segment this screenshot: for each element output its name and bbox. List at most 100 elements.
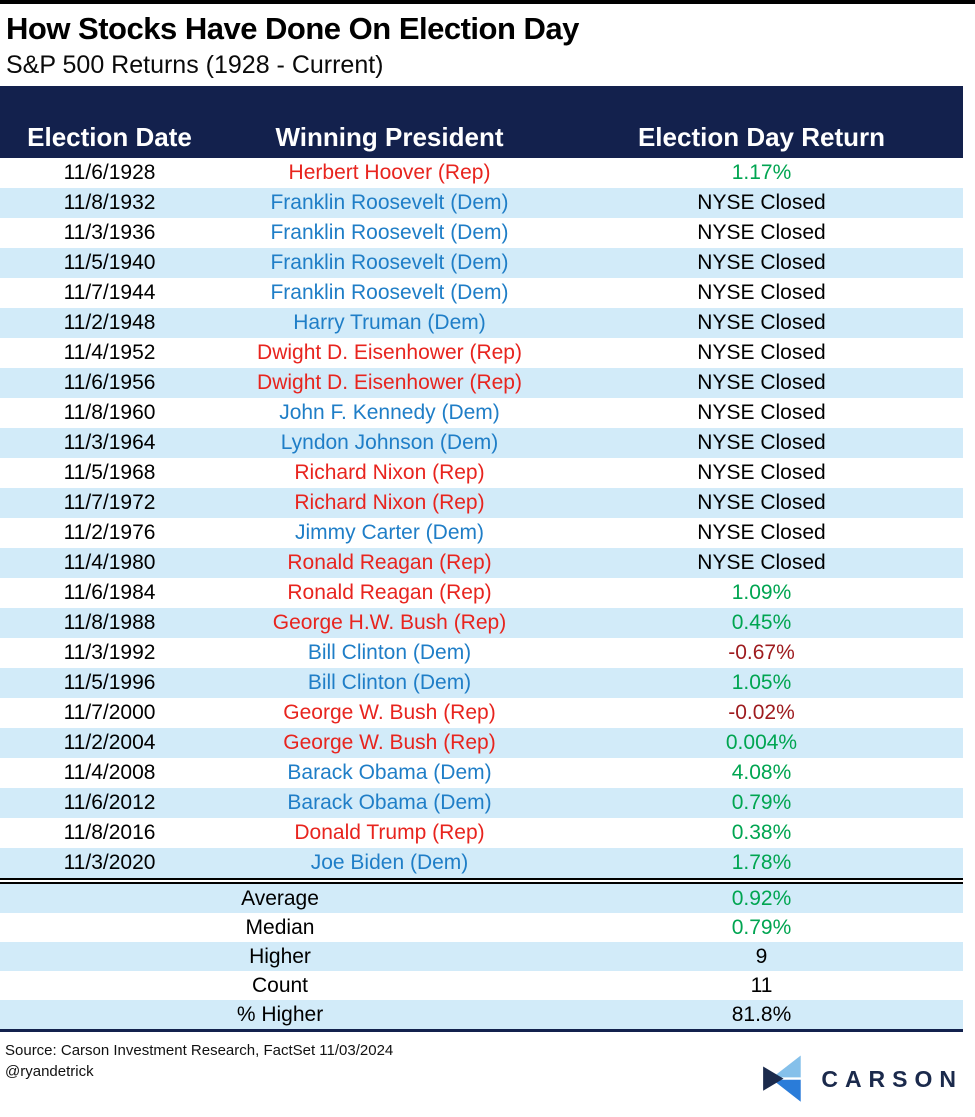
winning-president-cell: Jimmy Carter (Dem) bbox=[295, 521, 484, 544]
election-day-return-cell: NYSE Closed bbox=[697, 521, 826, 544]
election-date-cell: 11/8/1960 bbox=[63, 401, 156, 424]
summary-row: Count 11 bbox=[0, 971, 963, 1000]
election-day-return-cell: NYSE Closed bbox=[697, 341, 826, 364]
top-border-line bbox=[0, 0, 975, 4]
table-row: 11/3/2020 Joe Biden (Dem) 1.78% bbox=[0, 848, 963, 878]
table-row: 11/5/1996 Bill Clinton (Dem) 1.05% bbox=[0, 668, 963, 698]
carson-logo-text: CARSON bbox=[821, 1065, 963, 1092]
winning-president-cell: Richard Nixon (Rep) bbox=[294, 461, 485, 484]
table-body: 11/6/1928 Herbert Hoover (Rep) 1.17% 11/8/1… bbox=[0, 158, 963, 878]
winning-president-cell: Herbert Hoover (Rep) bbox=[288, 161, 491, 184]
election-date-cell: 11/5/1968 bbox=[63, 461, 156, 484]
winning-president-cell: Franklin Roosevelt (Dem) bbox=[270, 191, 509, 214]
election-day-return-cell: NYSE Closed bbox=[697, 371, 826, 394]
election-date-cell: 11/7/1972 bbox=[63, 491, 156, 514]
winning-president-cell: Bill Clinton (Dem) bbox=[307, 641, 472, 664]
table-row: 11/4/1952 Dwight D. Eisenhower (Rep) NYSE … bbox=[0, 338, 963, 368]
winning-president-cell: Franklin Roosevelt (Dem) bbox=[270, 221, 509, 244]
summary-label: Count bbox=[251, 974, 309, 997]
election-day-return-cell: 1.09% bbox=[731, 581, 792, 604]
summary-separator-line bbox=[0, 878, 963, 884]
election-date-cell: 11/6/1984 bbox=[63, 581, 156, 604]
winning-president-cell: Dwight D. Eisenhower (Rep) bbox=[257, 371, 522, 394]
election-date-cell: 11/6/1956 bbox=[63, 371, 156, 394]
table-row: 11/3/1992 Bill Clinton (Dem) -0.67% bbox=[0, 638, 963, 668]
winning-president-cell: Barack Obama (Dem) bbox=[287, 761, 492, 784]
election-day-return-cell: NYSE Closed bbox=[697, 311, 826, 334]
summary-row: Median 0.79% bbox=[0, 913, 963, 942]
summary-label: % Higher bbox=[236, 1003, 324, 1026]
election-date-cell: 11/8/1988 bbox=[63, 611, 156, 634]
election-date-cell: 11/3/1964 bbox=[63, 431, 156, 454]
winning-president-cell: Donald Trump (Rep) bbox=[294, 821, 485, 844]
election-date-cell: 11/7/1944 bbox=[63, 281, 156, 304]
election-date-cell: 11/5/1996 bbox=[63, 671, 156, 694]
winning-president-cell: Franklin Roosevelt (Dem) bbox=[270, 251, 509, 274]
page-subtitle: S&P 500 Returns (1928 - Current) bbox=[6, 51, 384, 79]
election-date-cell: 11/2/1976 bbox=[63, 521, 156, 544]
summary-label: Average bbox=[241, 887, 319, 910]
election-date-cell: 11/4/1980 bbox=[63, 551, 156, 574]
election-day-return-cell: NYSE Closed bbox=[697, 251, 826, 274]
election-day-return-cell: -0.02% bbox=[728, 701, 795, 724]
summary-row: % Higher 81.8% bbox=[0, 1000, 963, 1029]
winning-president-cell: Harry Truman (Dem) bbox=[293, 311, 486, 334]
election-date-cell: 11/8/1932 bbox=[63, 191, 156, 214]
election-date-cell: 11/4/2008 bbox=[63, 761, 156, 784]
election-day-return-cell: -0.67% bbox=[728, 641, 795, 664]
election-date-cell: 11/5/1940 bbox=[63, 251, 156, 274]
election-day-return-cell: NYSE Closed bbox=[697, 281, 826, 304]
winning-president-cell: George W. Bush (Rep) bbox=[283, 731, 496, 754]
winning-president-cell: Bill Clinton (Dem) bbox=[307, 671, 472, 694]
election-date-cell: 11/6/2012 bbox=[63, 791, 156, 814]
election-day-return-cell: 0.79% bbox=[731, 791, 792, 814]
table-row: 11/8/2016 Donald Trump (Rep) 0.38% bbox=[0, 818, 963, 848]
winning-president-cell: George H.W. Bush (Rep) bbox=[272, 611, 507, 634]
summary-value: 0.79% bbox=[731, 916, 792, 939]
election-day-return-cell: NYSE Closed bbox=[697, 431, 826, 454]
winning-president-cell: Joe Biden (Dem) bbox=[310, 851, 469, 874]
table-row: 11/3/1964 Lyndon Johnson (Dem) NYSE Closed bbox=[0, 428, 963, 458]
election-day-return-cell: NYSE Closed bbox=[697, 191, 826, 214]
table-row: 11/6/1984 Ronald Reagan (Rep) 1.09% bbox=[0, 578, 963, 608]
election-day-return-cell: 1.05% bbox=[731, 671, 792, 694]
table-row: 11/2/2004 George W. Bush (Rep) 0.004% bbox=[0, 728, 963, 758]
table-row: 11/7/1944 Franklin Roosevelt (Dem) NYSE Cl… bbox=[0, 278, 963, 308]
election-date-cell: 11/3/2020 bbox=[63, 851, 156, 874]
election-day-return-cell: NYSE Closed bbox=[697, 461, 826, 484]
twitter-handle: @ryandetrick bbox=[5, 1063, 94, 1080]
summary-value: 9 bbox=[755, 945, 768, 968]
election-returns-table: Election Date Winning President Election… bbox=[0, 86, 963, 1032]
election-day-return-cell: 0.38% bbox=[731, 821, 792, 844]
table-row: 11/6/1956 Dwight D. Eisenhower (Rep) NYSE … bbox=[0, 368, 963, 398]
election-date-cell: 11/4/1952 bbox=[63, 341, 156, 364]
table-row: 11/7/2000 George W. Bush (Rep) -0.02% bbox=[0, 698, 963, 728]
election-date-cell: 11/3/1936 bbox=[63, 221, 156, 244]
summary-value: 0.92% bbox=[731, 887, 792, 910]
table-row: 11/5/1968 Richard Nixon (Rep) NYSE Closed bbox=[0, 458, 963, 488]
column-header-election-day-return: Election Day Return bbox=[637, 122, 886, 152]
election-date-cell: 11/3/1992 bbox=[63, 641, 156, 664]
winning-president-cell: John F. Kennedy (Dem) bbox=[279, 401, 500, 424]
summary-value: 81.8% bbox=[731, 1003, 792, 1026]
election-date-cell: 11/8/2016 bbox=[63, 821, 156, 844]
winning-president-cell: Barack Obama (Dem) bbox=[287, 791, 492, 814]
winning-president-cell: Ronald Reagan (Rep) bbox=[287, 581, 492, 604]
table-row: 11/6/1928 Herbert Hoover (Rep) 1.17% bbox=[0, 158, 963, 188]
table-row: 11/2/1948 Harry Truman (Dem) NYSE Closed bbox=[0, 308, 963, 338]
table-row: 11/8/1932 Franklin Roosevelt (Dem) NYSE Cl… bbox=[0, 188, 963, 218]
election-day-return-cell: 0.45% bbox=[731, 611, 792, 634]
table-row: 11/4/2008 Barack Obama (Dem) 4.08% bbox=[0, 758, 963, 788]
source-text: Source: Carson Investment Research, Fact… bbox=[5, 1042, 394, 1059]
column-header-winning-president: Winning President bbox=[275, 122, 504, 152]
table-header-row: Election Date Winning President Election… bbox=[0, 86, 963, 158]
election-day-return-cell: 1.17% bbox=[731, 161, 792, 184]
summary-body: Average 0.92% Median 0.79% Higher 9 Count 11 % H… bbox=[0, 884, 963, 1029]
column-header-election-date: Election Date bbox=[27, 122, 192, 152]
table-row: 11/8/1988 George H.W. Bush (Rep) 0.45% bbox=[0, 608, 963, 638]
table-row: 11/5/1940 Franklin Roosevelt (Dem) NYSE Cl… bbox=[0, 248, 963, 278]
table-row: 11/3/1936 Franklin Roosevelt (Dem) NYSE Cl… bbox=[0, 218, 963, 248]
winning-president-cell: Ronald Reagan (Rep) bbox=[287, 551, 492, 574]
election-day-return-cell: 4.08% bbox=[731, 761, 792, 784]
table-row: 11/4/1980 Ronald Reagan (Rep) NYSE Closed bbox=[0, 548, 963, 578]
